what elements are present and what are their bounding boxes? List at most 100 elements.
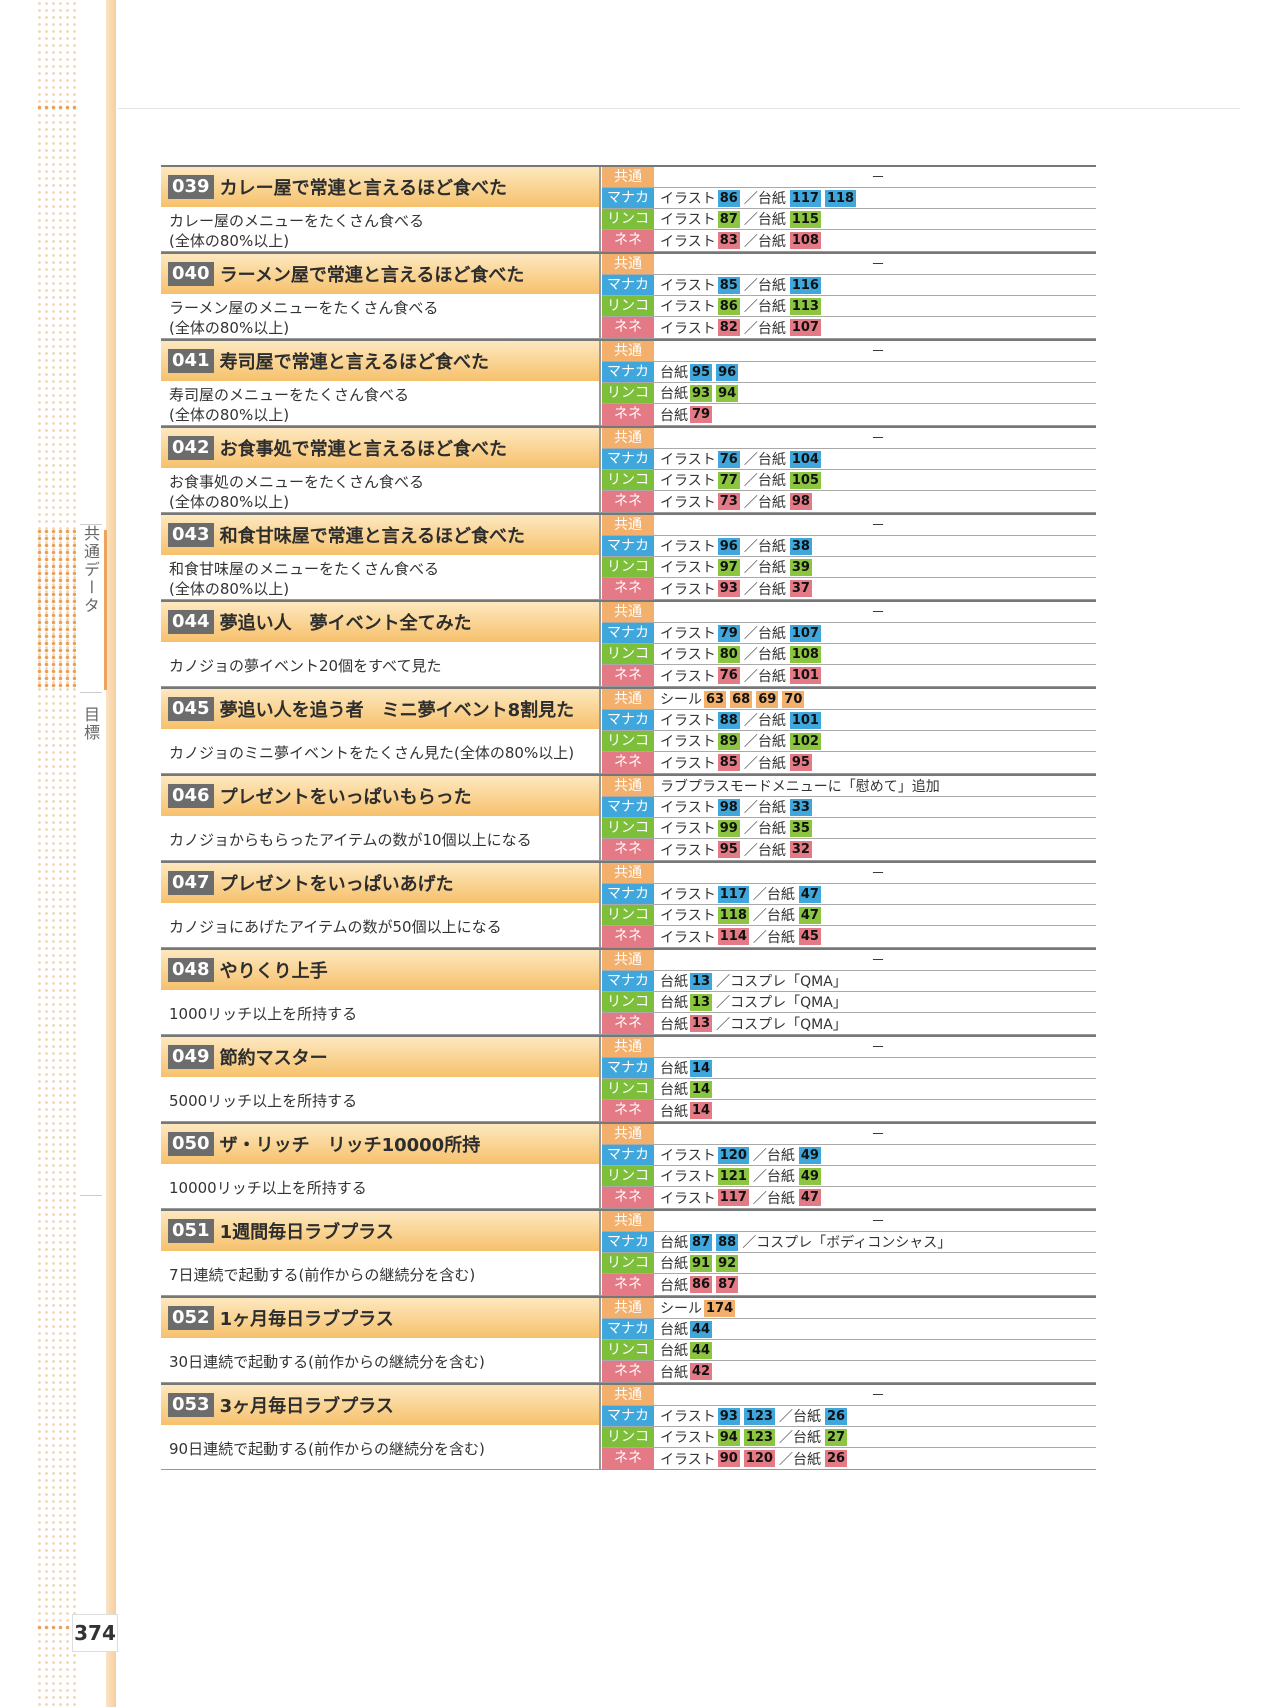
goal-title: やりくり上手 (219, 961, 328, 982)
reward-number-chip: 99 (717, 819, 740, 837)
character-tag: 共通 (602, 950, 654, 970)
side-nav: 共通データ (78, 525, 106, 615)
character-tag: リンコ (602, 818, 654, 838)
reward-label: シール (660, 692, 702, 708)
reward-table: 共通 ラブプラスモードメニューに「慰めて」追加 マナカ イラスト 98 ／台紙 33 リンコイ… (602, 776, 1096, 860)
reward-label: イラスト (660, 821, 716, 837)
goal-description-line: 1000リッチ以上を所持する (169, 1004, 358, 1023)
reward-label: イラスト (660, 734, 716, 750)
reward-content: イラスト 80 ／台紙 108 (654, 644, 1096, 664)
character-tag: マナカ (602, 1145, 654, 1165)
reward-content: イラスト 117 ／台紙 47 (654, 1188, 1096, 1208)
reward-content: イラスト 98 ／台紙 33 (654, 797, 1096, 817)
character-tag: マナカ (602, 797, 654, 817)
reward-none: － (871, 431, 885, 447)
reward-number-chip: 14 (690, 1059, 713, 1077)
reward-label: シール (660, 1301, 702, 1317)
character-tag: ネネ (602, 230, 654, 251)
reward-content: 台紙 44 (654, 1319, 1096, 1339)
character-tag: マナカ (602, 449, 654, 469)
reward-number-chip: 96 (717, 537, 740, 555)
reward-content: イラスト 76 ／台紙 101 (654, 666, 1096, 686)
reward-label: イラスト (660, 842, 716, 859)
goal-info: 044 夢追い人 夢イベント全てみた カノジョの夢イベント20個をすべて見た (161, 602, 601, 686)
goal-description: カノジョのミニ夢イベントをたくさん見た(全体の80%以上) (161, 729, 599, 772)
goal-description: 7日連続で起動する(前作からの継続分を含む) (161, 1251, 599, 1294)
reward-number-chip: 117 (789, 189, 821, 207)
character-tag: マナカ (602, 1232, 654, 1252)
reward-table: 共通－マナカ イラスト 96 ／台紙 38 リンコ イラスト 97 ／台紙 39 ネネ イラスト 93 ／… (602, 515, 1096, 599)
character-tag: 共通 (602, 428, 654, 448)
reward-table: 共通－マナカ 台紙 13 ／コスプレ「QMA」 リンコ 台紙 13 ／コスプレ「QMA」 ネネ台… (602, 950, 1096, 1034)
reward-none: － (871, 257, 885, 273)
reward-label: イラスト (660, 191, 716, 207)
reward-row-nene: ネネ イラスト 90 120 ／台紙 26 (602, 1448, 1096, 1469)
character-tag: リンコ (602, 1166, 654, 1186)
reward-label: 台紙 (660, 1082, 688, 1098)
reward-number-chip: 108 (789, 232, 821, 249)
goal-title-bar: 043 和食甘味屋で常連と言えるほど食べた (161, 515, 599, 555)
character-tag: マナカ (602, 1058, 654, 1078)
reward-row-common: 共通 － (602, 1211, 1096, 1232)
reward-content: イラスト 85 ／台紙 116 (654, 275, 1096, 295)
character-tag: ネネ (602, 578, 654, 599)
goal-description-line: 30日連続で起動する(前作からの継続分を含む) (169, 1352, 485, 1371)
reward-number-chip: 116 (789, 276, 821, 294)
reward-none: － (871, 605, 885, 621)
reward-row-manaka: マナカ イラスト 98 ／台紙 33 (602, 797, 1096, 818)
reward-row-manaka: マナカ イラスト 120 ／台紙 49 (602, 1145, 1096, 1166)
goal-number: 049 (168, 1045, 214, 1069)
reward-number-chip: 77 (717, 471, 740, 489)
goal-entry: 048 やりくり上手 1000リッチ以上を所持する 共通－マナカ 台紙 13 ／コスプレ「Q… (161, 948, 1096, 1035)
goal-description-line: (全体の80%以上) (169, 579, 290, 598)
reward-content: 台紙 86 87 (654, 1275, 1096, 1295)
reward-separator: ／台紙 (743, 278, 786, 294)
reward-content: 台紙 87 88 ／コスプレ「ボディコンシャス」 (654, 1232, 1096, 1252)
reward-separator: ／コスプレ「QMA」 (716, 995, 847, 1011)
reward-row-manaka: マナカ イラスト 76 ／台紙 104 (602, 449, 1096, 470)
reward-number-chip: 79 (717, 624, 740, 642)
reward-row-rinko: リンコ イラスト 86 ／台紙 113 (602, 296, 1096, 317)
goal-info: 052 1ヶ月毎日ラブプラス 30日連続で起動する(前作からの継続分を含む) (161, 1298, 601, 1382)
reward-content: イラスト 82 ／台紙 107 (654, 318, 1096, 338)
reward-number-chip: 104 (789, 450, 821, 468)
reward-number-chip: 14 (690, 1080, 713, 1098)
goal-info: 047 プレゼントをいっぱいあげた カノジョにあげたアイテムの数が50個以上になる (161, 863, 601, 947)
reward-number-chip: 63 (704, 690, 727, 708)
decorative-dot-accent-bottom (36, 1624, 76, 1630)
goal-number: 045 (168, 697, 214, 721)
reward-row-rinko: リンコ イラスト 89 ／台紙 102 (602, 731, 1096, 752)
reward-table: 共通－マナカ イラスト 85 ／台紙 116 リンコ イラスト 86 ／台紙 113 ネネ イラスト 8… (602, 254, 1096, 338)
reward-separator: ／台紙 (743, 821, 786, 837)
reward-number-chip: 83 (717, 232, 740, 249)
reward-separator: ／台紙 (752, 908, 795, 924)
reward-separator: ／台紙 (743, 842, 786, 859)
reward-content: 台紙 13 ／コスプレ「QMA」 (654, 971, 1096, 991)
character-tag: 共通 (602, 254, 654, 274)
reward-content: 台紙 14 (654, 1058, 1096, 1078)
reward-none: － (871, 1214, 885, 1230)
reward-row-rinko: リンコ イラスト 99 ／台紙 35 (602, 818, 1096, 839)
reward-separator: ／台紙 (752, 1190, 795, 1207)
reward-none: － (871, 344, 885, 360)
reward-content: － (654, 428, 1096, 448)
reward-label: 台紙 (660, 1256, 688, 1272)
character-tag: ネネ (602, 317, 654, 338)
reward-label: イラスト (660, 1169, 716, 1185)
character-tag: リンコ (602, 209, 654, 229)
side-nav-sub-label: 目標 (81, 706, 100, 742)
reward-number-chip: 91 (690, 1254, 713, 1272)
goal-title: ラーメン屋で常連と言えるほど食べた (219, 265, 525, 286)
reward-separator: ／コスプレ「QMA」 (716, 1016, 847, 1033)
reward-row-manaka: マナカ イラスト 85 ／台紙 116 (602, 275, 1096, 296)
character-tag: ネネ (602, 491, 654, 512)
reward-number-chip: 107 (789, 319, 821, 336)
goal-title: ザ・リッチ リッチ10000所持 (219, 1135, 481, 1156)
reward-row-common: 共通 － (602, 950, 1096, 971)
reward-content: 台紙 14 (654, 1101, 1096, 1121)
reward-row-rinko: リンコ イラスト 77 ／台紙 105 (602, 470, 1096, 491)
reward-label: イラスト (660, 908, 716, 924)
goal-entry: 040 ラーメン屋で常連と言えるほど食べた ラーメン屋のメニューをたくさん食べる (全… (161, 252, 1096, 339)
reward-number-chip: 79 (690, 406, 713, 423)
reward-number-chip: 76 (717, 450, 740, 468)
